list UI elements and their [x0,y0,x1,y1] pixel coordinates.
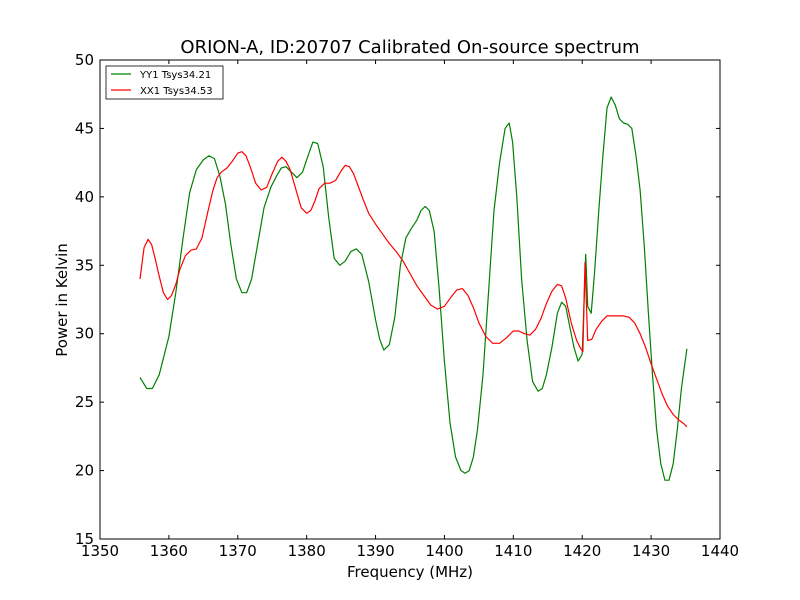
x-tick-label: 1370 [219,542,257,560]
y-tick-label: 20 [75,462,94,480]
x-tick-label: 1410 [494,542,532,560]
y-tick-label: 40 [75,188,94,206]
legend-label: YY1 Tsys34.21 [139,70,211,81]
x-tick-label: 1390 [356,542,394,560]
series-line-xx1 [139,151,688,428]
series-layer [139,96,688,481]
chart-title: ORION-A, ID:20707 Calibrated On-source s… [180,37,639,58]
legend-box [105,65,224,100]
x-tick-label: 1400 [425,542,463,560]
plot-area [99,59,721,540]
x-tick-label: 1360 [150,542,188,560]
y-tick-label: 45 [75,119,94,137]
y-tick-label: 30 [75,325,94,343]
y-tick-label: 25 [75,393,94,411]
x-tick-label: 1420 [563,542,601,560]
x-axis-label: Frequency (MHz) [347,563,473,581]
y-tick-label: 35 [75,256,94,274]
legend: YY1 Tsys34.21 XX1 Tsys34.53 [105,65,224,100]
y-tick-label: 15 [75,530,94,548]
axis-ticks: 1350 1360 1370 1380 1390 1400 1410 1420 1430 1440… [75,51,739,560]
x-tick-label: 1430 [632,542,670,560]
series-line-yy1 [139,96,688,481]
x-tick-label: 1350 [81,542,119,560]
y-tick-label: 50 [75,51,94,69]
x-tick-label: 1440 [701,542,739,560]
x-tick-label: 1380 [288,542,326,560]
y-axis-label: Power in Kelvin [53,243,71,357]
legend-label: XX1 Tsys34.53 [140,86,213,97]
